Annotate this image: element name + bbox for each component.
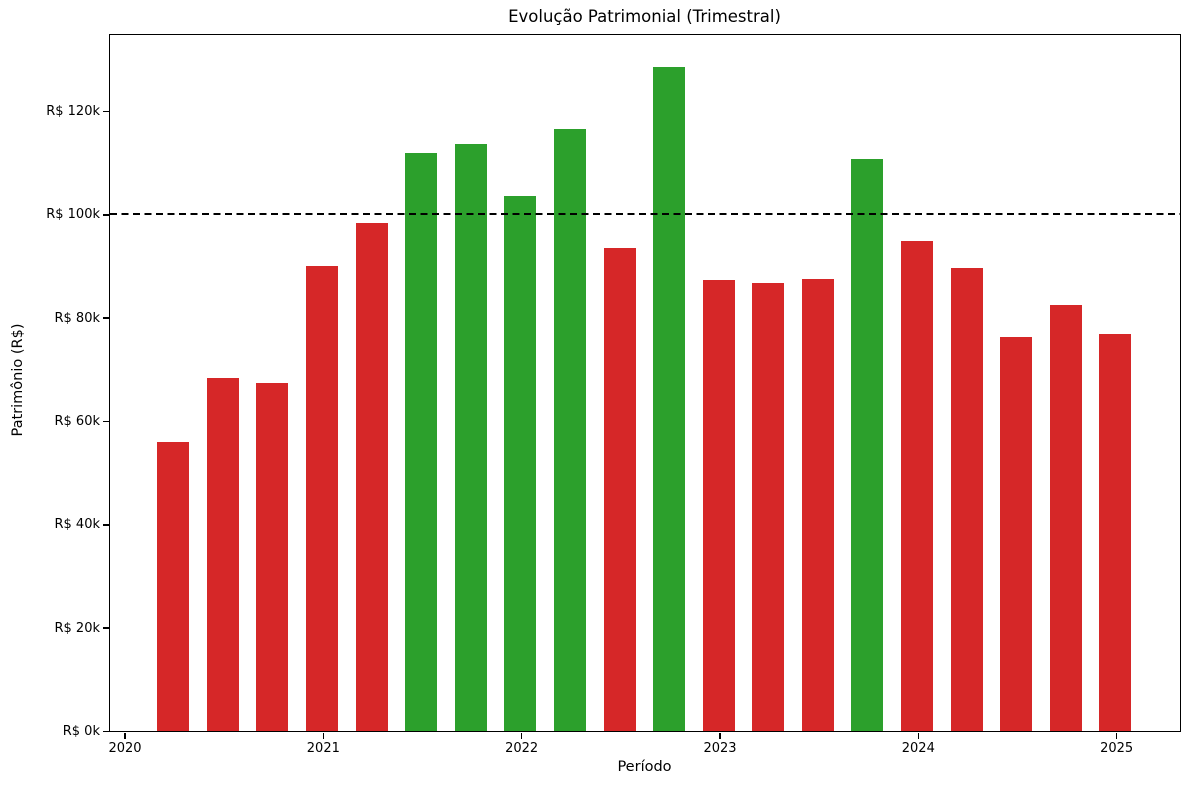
bar-2021-Q1 <box>306 265 339 731</box>
bar-2024-Q2 <box>950 268 983 731</box>
x-tick-label: 2023 <box>703 741 737 756</box>
bar-2021-Q4 <box>454 144 487 731</box>
bar-2021-Q3 <box>405 152 438 731</box>
y-tick-label: R$ 0k <box>62 724 100 740</box>
x-tick-mark <box>1115 733 1118 739</box>
x-axis-label: Período <box>617 759 672 775</box>
x-tick-mark <box>322 733 325 739</box>
y-tick-mark <box>103 730 109 733</box>
x-tick-label: 2020 <box>108 741 142 756</box>
x-tick-label: 2022 <box>505 741 539 756</box>
y-tick-mark <box>103 317 109 320</box>
y-tick-mark <box>103 627 109 630</box>
bar-2020-Q4 <box>256 383 289 731</box>
bar-2021-Q2 <box>355 223 388 731</box>
y-tick-mark <box>103 524 109 526</box>
bar-2023-Q1 <box>702 280 735 731</box>
x-tick-mark <box>719 733 721 739</box>
bars-layer <box>110 35 1180 731</box>
bar-2020-Q3 <box>206 377 239 731</box>
x-tick-label: 2024 <box>901 741 935 756</box>
y-tick-mark <box>103 214 109 216</box>
bar-2024-Q1 <box>901 240 934 731</box>
threshold-line <box>109 213 1180 215</box>
bar-2024-Q3 <box>1000 337 1033 731</box>
plot-area <box>108 34 1181 732</box>
y-tick-label: R$ 80k <box>54 310 100 326</box>
bar-2024-Q4 <box>1049 304 1082 731</box>
x-tick-mark <box>124 733 126 739</box>
y-tick-label: R$ 120k <box>46 104 100 120</box>
x-tick-mark <box>917 733 920 739</box>
bar-2022-Q2 <box>553 129 586 731</box>
bar-2020-Q2 <box>157 442 190 731</box>
bar-2023-Q4 <box>851 158 884 731</box>
y-tick-label: R$ 40k <box>54 517 100 533</box>
x-tick-label: 2021 <box>306 741 340 756</box>
y-tick-label: R$ 100k <box>46 207 100 223</box>
bar-2022-Q4 <box>653 67 686 731</box>
bar-2023-Q3 <box>801 279 834 731</box>
y-tick-mark <box>103 110 109 113</box>
y-tick-mark <box>103 420 109 423</box>
y-tick-label: R$ 20k <box>54 620 100 636</box>
chart-title: Evolução Patrimonial (Trimestral) <box>508 7 781 26</box>
x-tick-mark <box>520 733 523 739</box>
bar-2022-Q1 <box>504 196 537 731</box>
bar-2022-Q3 <box>603 248 636 731</box>
x-tick-label: 2025 <box>1100 741 1134 756</box>
y-tick-label: R$ 60k <box>54 414 100 430</box>
bar-2025-Q1 <box>1099 333 1132 731</box>
bar-2023-Q2 <box>752 283 785 731</box>
